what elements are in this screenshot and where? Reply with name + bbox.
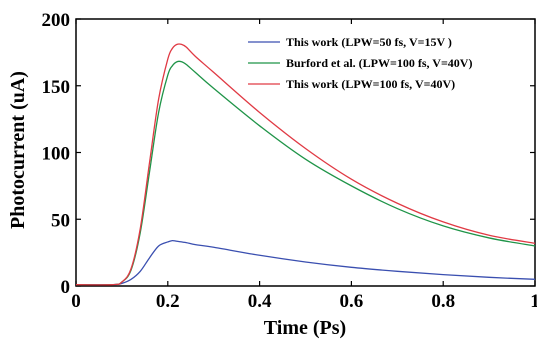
x-tick-label: 0 (71, 291, 81, 312)
series-line-2 (75, 60, 536, 286)
x-tick-label: 0.6 (340, 291, 364, 312)
x-tick-label: 1 (530, 291, 537, 312)
series-line-3 (75, 43, 536, 286)
plot-area: 0 0.2 0.4 0.6 0.8 1 0 50 100 150 200 This work (LPW… (42, 10, 537, 312)
y-tick-label: 100 (42, 144, 71, 165)
x-tick-label: 0.2 (156, 291, 180, 312)
x-axis-label: Time (Ps) (264, 317, 346, 339)
y-tick-label: 150 (42, 77, 71, 98)
legend-label-3: This work (LPW=100 fs, V=40V) (286, 77, 455, 91)
series-line-1 (75, 239, 536, 286)
legend-label-2: Burford et al. (LPW=100 fs, V=40V) (286, 56, 472, 70)
y-tick-label: 0 (61, 277, 71, 298)
y-tick-label: 50 (51, 210, 70, 231)
legend-label-1: This work (LPW=50 fs, V=15V ) (286, 35, 452, 49)
x-tick-label: 0.4 (248, 291, 272, 312)
y-tick-label: 200 (42, 10, 71, 31)
x-tick-label: 0.8 (431, 291, 455, 312)
y-axis-label: Photocurrent (uA) (7, 71, 29, 229)
